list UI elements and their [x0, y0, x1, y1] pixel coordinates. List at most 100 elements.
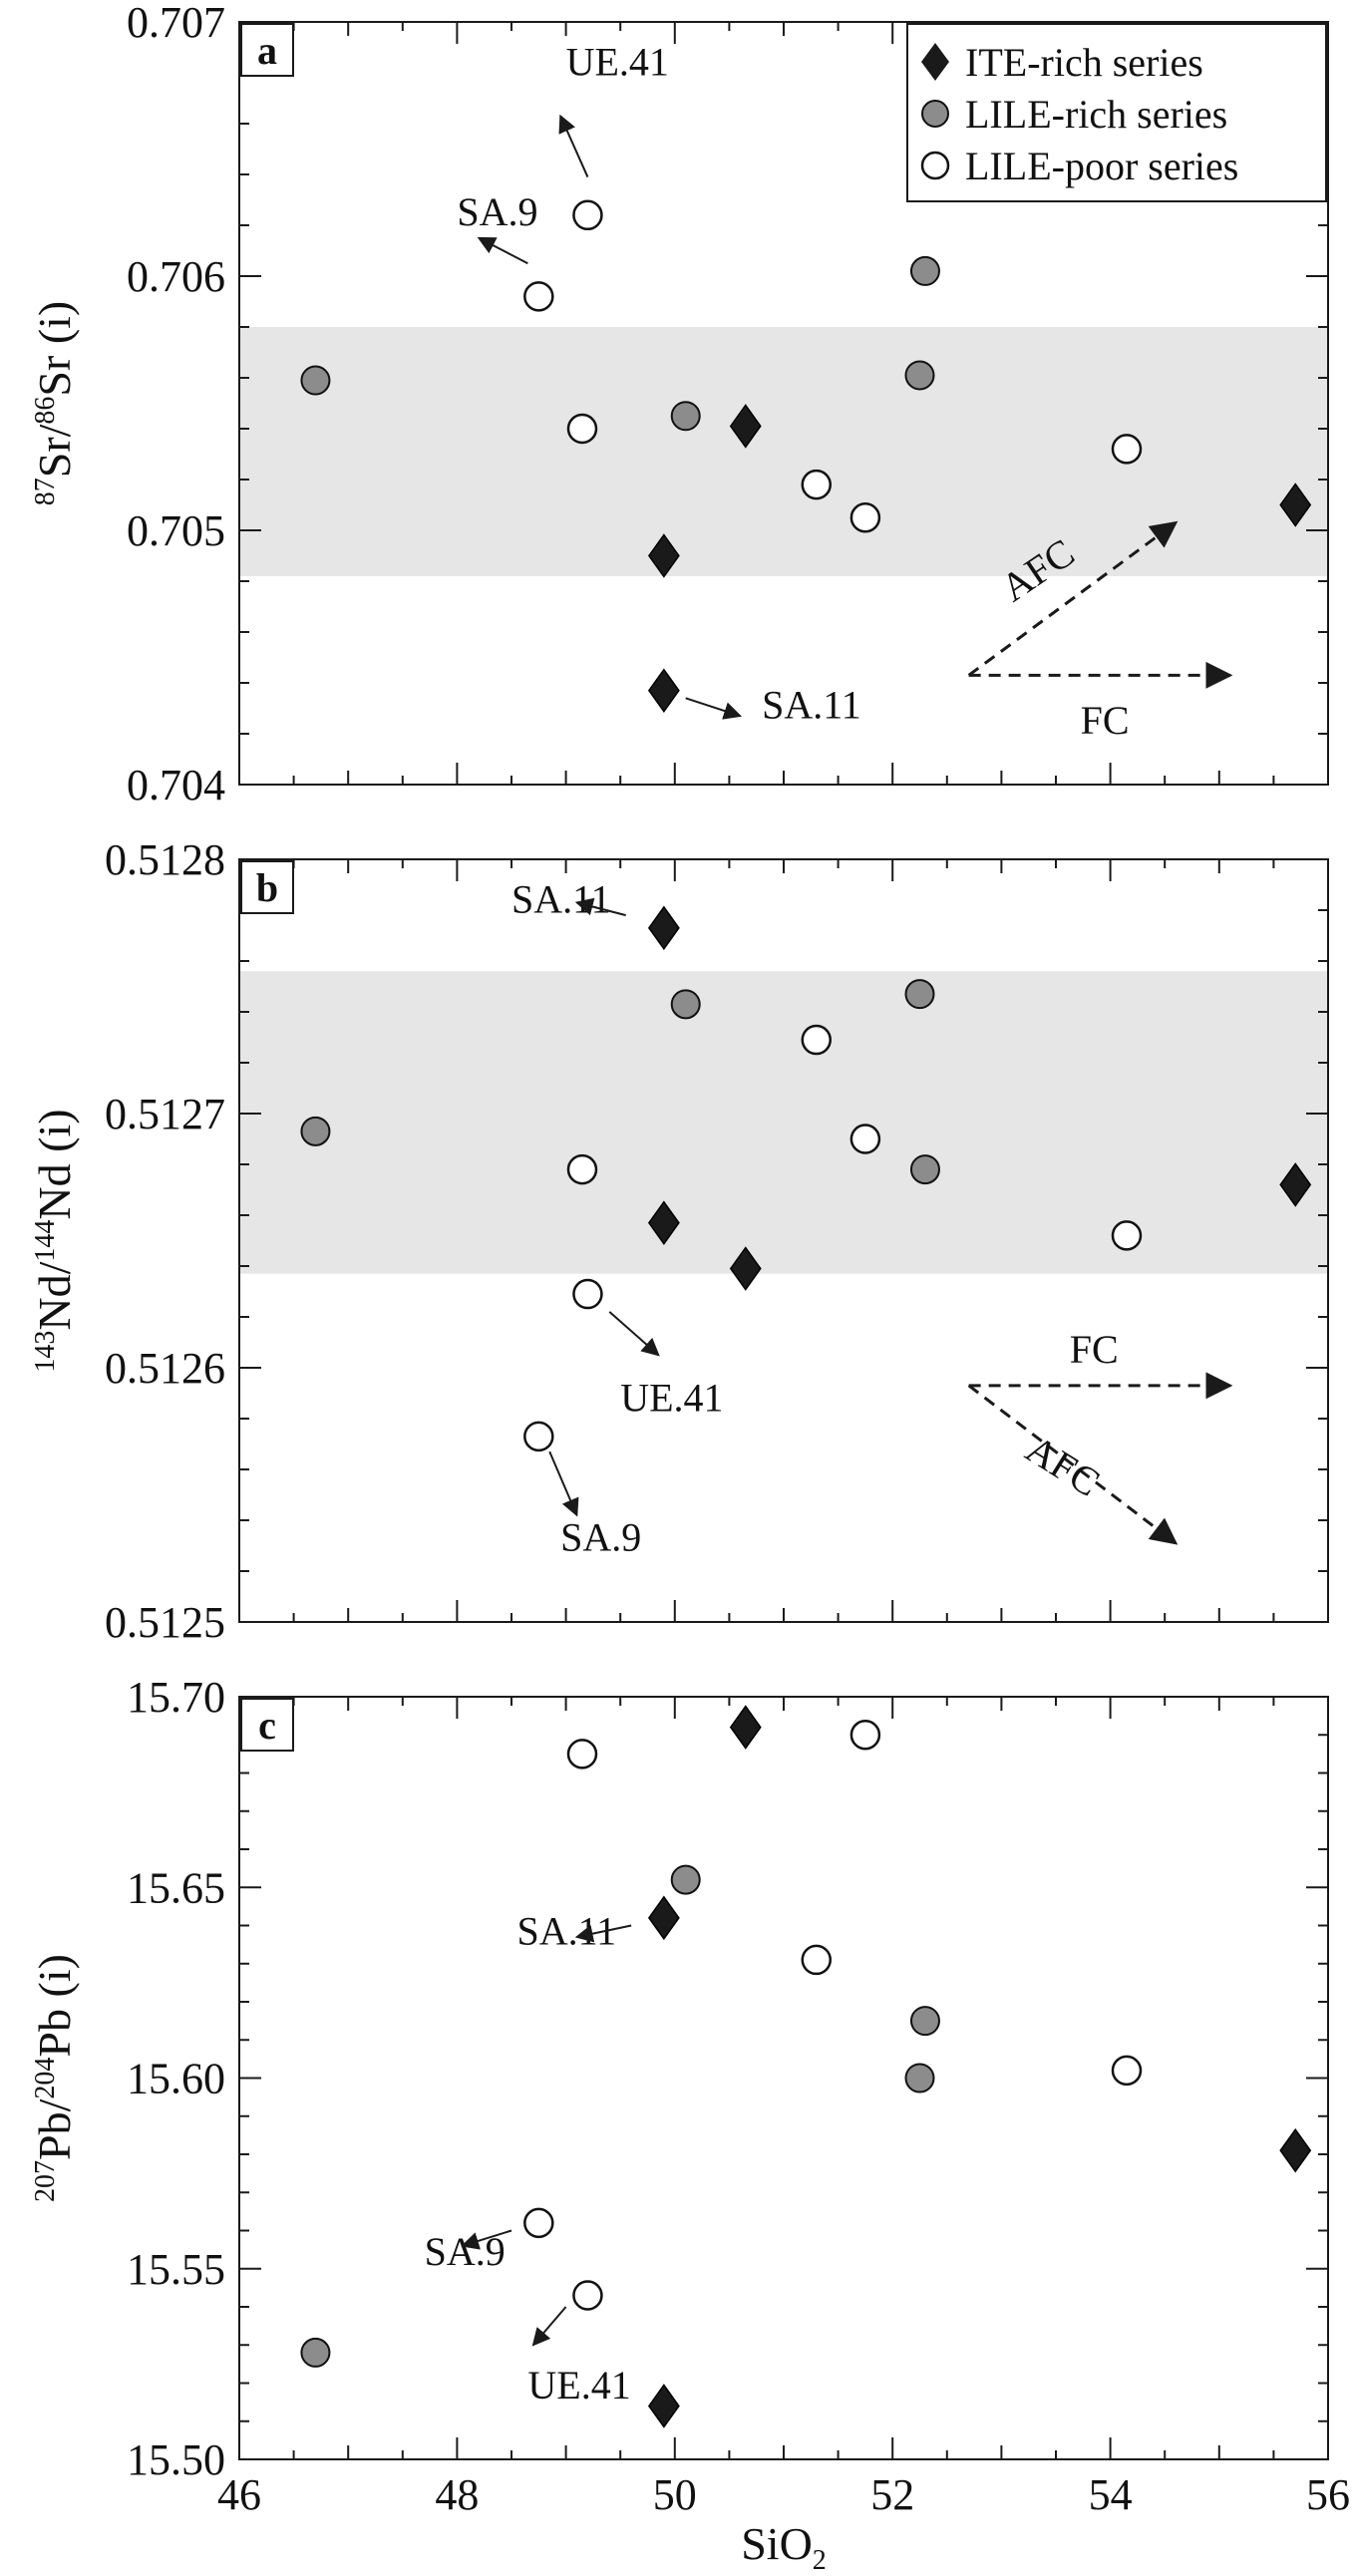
data-point-filled-circle — [670, 989, 701, 1020]
annotation-arrow — [531, 2306, 567, 2347]
annotation: SA.11 — [685, 683, 861, 728]
vector-arrow — [967, 520, 1179, 677]
data-point-diamond — [729, 1246, 762, 1291]
series-lile-poor-series — [523, 1720, 1143, 2311]
data-point-open-circle — [566, 1153, 598, 1185]
series-ite-rich-series — [647, 1705, 1312, 2428]
legend-entry: LILE-rich series — [921, 92, 1227, 137]
panel-tag-box — [240, 1698, 294, 1752]
data-point-open-circle — [572, 199, 603, 231]
y-tick-label: 15.55 — [127, 2245, 225, 2294]
data-point-filled-circle — [904, 979, 935, 1010]
data-point-filled-circle — [904, 360, 935, 391]
data-point-open-circle — [801, 1024, 833, 1056]
data-point-diamond — [647, 1200, 680, 1245]
legend-label: ITE-rich series — [965, 40, 1203, 85]
annotation-arrow — [574, 1924, 632, 1943]
data-point-diamond — [647, 2384, 680, 2428]
y-tick-label: 0.707 — [127, 0, 225, 47]
data-point-open-circle — [1111, 2055, 1143, 2087]
annotation-label: SA.11 — [762, 683, 861, 728]
annotation: UE.41 — [527, 2306, 631, 2408]
annotation: SA.9 — [425, 2229, 512, 2274]
data-point-open-circle — [572, 1278, 603, 1310]
legend-label: LILE-rich series — [965, 92, 1227, 137]
x-tick-label: 48 — [435, 2470, 479, 2519]
series-lile-rich-series — [300, 979, 940, 1185]
data-point-diamond — [1279, 2127, 1312, 2173]
annotation-label: SA.9 — [457, 189, 537, 234]
data-point-open-circle — [849, 1124, 881, 1154]
annotation-label: UE.41 — [566, 40, 669, 85]
vector-label: AFC — [1018, 1427, 1108, 1505]
panel-tag-box — [240, 860, 294, 914]
legend-filled-circle-icon — [921, 100, 949, 128]
annotation-label: SA.11 — [511, 877, 611, 922]
data-point-open-circle — [801, 1944, 833, 1976]
vector-fc: FC — [968, 661, 1233, 743]
y-tick-label: 15.60 — [127, 2055, 225, 2103]
y-tick-label: 0.704 — [127, 761, 225, 809]
annotation-arrow — [608, 1311, 660, 1357]
data-point-diamond — [1279, 483, 1312, 527]
data-point-open-circle — [523, 1421, 554, 1452]
y-axis-title: 207Pb/204Pb (i) — [29, 1954, 80, 2202]
data-point-open-circle — [1111, 1220, 1143, 1251]
legend-entry: ITE-rich series — [921, 40, 1203, 85]
y-tick-label: 0.5127 — [105, 1090, 225, 1138]
y-tick-label: 15.70 — [127, 1673, 225, 1722]
data-point-open-circle — [572, 2280, 603, 2311]
data-point-open-circle — [849, 1720, 881, 1751]
data-point-filled-circle — [904, 2063, 935, 2093]
y-tick-label: 15.65 — [127, 1863, 225, 1912]
vector-label: FC — [1070, 1327, 1119, 1372]
data-point-filled-circle — [300, 365, 331, 396]
y-tick-label: 0.5125 — [105, 1598, 225, 1647]
data-point-filled-circle — [909, 255, 940, 286]
reference-band — [239, 971, 1328, 1274]
y-tick-label: 0.5128 — [105, 835, 225, 884]
data-point-open-circle — [523, 281, 554, 312]
data-point-filled-circle — [300, 1116, 331, 1146]
series-lile-rich-series — [300, 255, 940, 432]
legend: ITE-rich series LILE-rich series LILE-poor… — [906, 23, 1327, 202]
series-lile-poor-series — [523, 1024, 1143, 1452]
legend-diamond-icon — [921, 43, 949, 81]
vector-arrow — [967, 1384, 1179, 1545]
y-tick-label: 0.706 — [127, 252, 225, 301]
panel-tag-box — [240, 23, 294, 77]
legend-label: LILE-poor series — [965, 144, 1238, 188]
data-point-open-circle — [523, 2207, 554, 2239]
data-point-open-circle — [1111, 434, 1143, 465]
panel-tag: b — [240, 860, 294, 914]
annotation: SA.11 — [516, 1909, 632, 1954]
annotation: SA.9 — [548, 1450, 641, 1560]
series-lile-poor-series — [523, 199, 1143, 533]
data-point-open-circle — [849, 502, 881, 533]
data-point-diamond — [729, 404, 762, 449]
vector-afc: AFC — [967, 1384, 1179, 1545]
panel-tag-label: b — [256, 865, 278, 910]
data-point-diamond — [647, 905, 680, 951]
series-ite-rich-series — [647, 905, 1312, 1291]
data-point-open-circle — [801, 469, 833, 500]
x-tick-label: 56 — [1306, 2470, 1350, 2519]
x-tick-label: 54 — [1089, 2470, 1133, 2519]
y-tick-label: 0.705 — [127, 506, 225, 555]
data-point-diamond — [729, 1705, 762, 1750]
x-tick-label: 52 — [870, 2470, 914, 2519]
annotation-label: SA.9 — [560, 1515, 641, 1560]
annotation: UE.41 — [558, 40, 669, 177]
annotation-label: UE.41 — [620, 1375, 723, 1420]
annotation: SA.9 — [457, 189, 538, 265]
legend-box — [906, 23, 1327, 202]
data-point-filled-circle — [909, 1154, 940, 1185]
panel-tag-label: a — [257, 28, 277, 73]
reference-band — [239, 327, 1328, 576]
panel-tag: a — [240, 23, 294, 77]
panel-b: 0.5125 0.5126 0.5127 0.5128 143Nd/144Nd (i) b… — [29, 835, 1329, 1647]
data-point-filled-circle — [909, 2006, 940, 2037]
series-ite-rich-series — [647, 404, 1312, 713]
y-tick-label: 0.5126 — [105, 1344, 225, 1393]
legend-entry: LILE-poor series — [920, 144, 1238, 188]
